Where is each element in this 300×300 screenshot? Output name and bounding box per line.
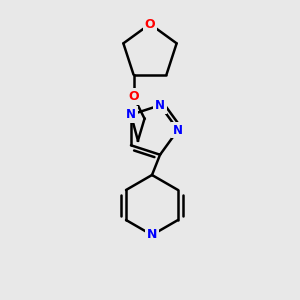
Text: N: N [126,108,136,121]
Text: N: N [147,229,157,242]
Text: N: N [173,124,183,136]
Text: O: O [145,17,155,31]
Text: O: O [128,90,139,103]
Text: N: N [155,99,165,112]
